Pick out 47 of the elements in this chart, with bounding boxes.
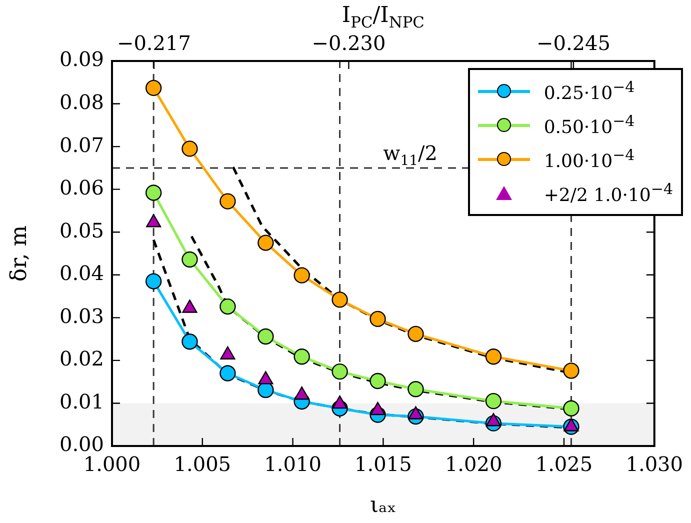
- y-tick-label: 0.08: [59, 90, 104, 114]
- point: [485, 348, 502, 365]
- point: [408, 381, 424, 398]
- point: [258, 234, 274, 251]
- legend-label: 0.50·10$^{−4}$: [544, 112, 635, 138]
- point: [563, 362, 580, 379]
- x-tick-label: 1.020: [444, 452, 502, 476]
- y-tick-label: 0.03: [59, 304, 104, 328]
- x2-tick-label: −0.245: [536, 31, 610, 56]
- y-tick-label: 0.06: [59, 176, 104, 200]
- point: [182, 334, 198, 350]
- y-tick-label: 0.07: [59, 132, 104, 157]
- y-tick-label: 0.01: [59, 389, 104, 414]
- point: [145, 80, 162, 96]
- point: [220, 298, 236, 315]
- point: [563, 400, 580, 416]
- x2-tick-label: −0.230: [312, 31, 386, 56]
- point: [485, 392, 502, 410]
- y-tick-label: 0.05: [59, 218, 104, 242]
- point: [294, 348, 310, 365]
- point: [294, 267, 310, 284]
- point: [182, 140, 198, 157]
- y-tick-label: 0.09: [59, 47, 104, 72]
- point: [220, 365, 236, 382]
- legend-label: +2/2 1.0·10$^{−4}$: [544, 180, 673, 206]
- point: [332, 292, 348, 308]
- legend-label: 1.00·10$^{−4}$: [544, 146, 635, 172]
- x-tick-label: 1.025: [535, 452, 593, 476]
- x-tick-label: 1.030: [626, 452, 684, 476]
- point: [370, 372, 386, 390]
- point: [182, 251, 198, 268]
- point: [332, 363, 348, 380]
- point: [370, 310, 386, 328]
- point: [408, 326, 424, 342]
- x2-tick-label: −0.217: [116, 31, 191, 56]
- y-tick-label: 0.04: [59, 261, 104, 286]
- x-tick-label: 1.005: [174, 452, 232, 476]
- y-axis-title: δr, m: [7, 225, 32, 282]
- y-tick-label: 0.02: [59, 346, 104, 371]
- point: [220, 193, 236, 210]
- point: [258, 328, 274, 345]
- point: [145, 184, 162, 201]
- legend-label: 0.25·10$^{−4}$: [544, 78, 635, 104]
- point: [145, 273, 162, 290]
- x-tick-label: 1.015: [354, 452, 412, 476]
- x-tick-label: 1.010: [264, 452, 322, 476]
- x-axis-title: ιₐₓ: [370, 493, 396, 518]
